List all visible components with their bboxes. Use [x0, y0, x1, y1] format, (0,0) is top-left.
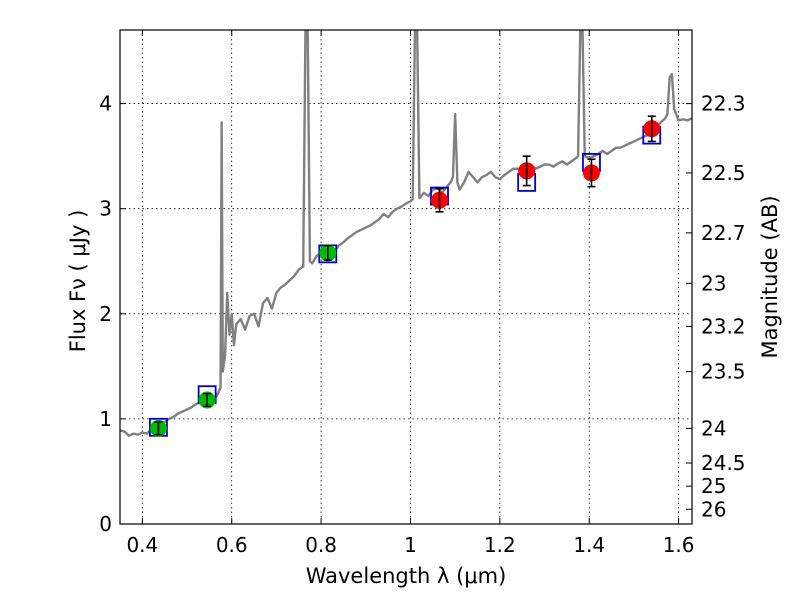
plot-frame [119, 29, 693, 525]
right-y-tick-label: 23.2 [701, 314, 746, 338]
x-tick-label: 0.6 [216, 533, 248, 557]
y-tick-label: 0 [99, 512, 112, 536]
right-y-tick-label: 23.5 [701, 360, 746, 384]
right-y-tick-label: 22.5 [701, 161, 746, 185]
x-axis-title: Wavelength λ (μm) [306, 564, 507, 588]
right-y-tick-label: 26 [701, 497, 726, 521]
x-tick-label: 0.8 [305, 533, 337, 557]
model-spectrum-line [120, 30, 692, 437]
x-tick-label: 1 [404, 533, 417, 557]
x-tick-label: 1.6 [663, 533, 695, 557]
right-y-tick-label: 22.7 [701, 221, 746, 245]
y-tick-label: 1 [99, 407, 112, 431]
x-tick-label: 1.4 [573, 533, 605, 557]
right-y-tick-label: 22.3 [701, 92, 746, 116]
right-y-tick-label: 24.5 [701, 451, 746, 475]
y-tick-label: 2 [99, 302, 112, 326]
plot-area [120, 30, 692, 437]
y-tick-label: 3 [99, 197, 112, 221]
y-axis-title-left: Flux Fν ( μJy ) [66, 210, 90, 353]
y-tick-label: 4 [99, 92, 112, 116]
right-y-tick-label: 25 [701, 474, 726, 498]
x-tick-label: 1.2 [484, 533, 516, 557]
y-axis-title-right: Magnitude (AB) [758, 195, 782, 358]
right-y-tick-label: 23 [701, 271, 726, 295]
x-tick-label: 0.4 [126, 533, 158, 557]
right-y-tick-label: 24 [701, 416, 726, 440]
